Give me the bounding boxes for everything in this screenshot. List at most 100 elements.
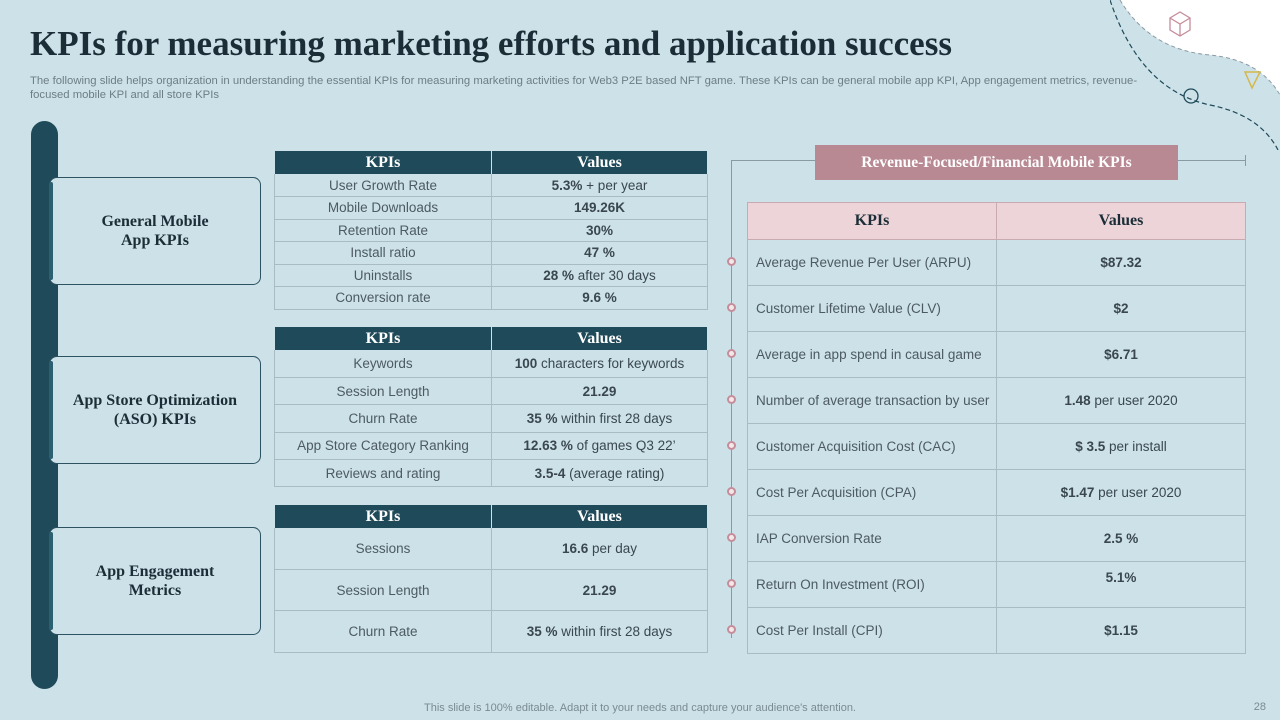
kpis-header: KPIs xyxy=(274,505,492,528)
value-note: + per year xyxy=(582,177,648,193)
value-number: 1.48 xyxy=(1064,393,1091,408)
kpis-header: KPIs xyxy=(747,202,997,240)
kpi-value: $2 xyxy=(996,285,1246,332)
kpi-value: 16.6 per day xyxy=(491,528,708,570)
kpi-name: Cost Per Acquisition (CPA) xyxy=(747,469,997,516)
kpis-header: KPIs xyxy=(274,151,492,174)
table-row: Install ratio 47 % xyxy=(274,241,708,265)
aso-rows: Keywords 100 characters for keywords Sessi… xyxy=(274,350,708,488)
value-note: per user 2020 xyxy=(1090,393,1178,408)
value-number: $6.71 xyxy=(1104,347,1138,362)
kpi-name: Cost Per Install (CPI) xyxy=(747,607,997,654)
value-note: within first 28 days xyxy=(557,410,673,426)
kpi-name: Conversion rate xyxy=(274,286,492,310)
kpi-name: Customer Lifetime Value (CLV) xyxy=(747,285,997,332)
aso-kpi-table: KPIs Values Keywords 100 characters for k… xyxy=(274,327,708,488)
kpi-value: $1.47 per user 2020 xyxy=(996,469,1246,516)
table-row: Session Length 21.29 xyxy=(274,377,708,406)
kpi-value: 5.1% xyxy=(996,561,1246,608)
value-note: within first 28 days xyxy=(557,623,673,639)
value-number: $1.47 xyxy=(1060,485,1095,500)
values-header: Values xyxy=(491,327,708,350)
value-number: 5.3% xyxy=(551,177,583,193)
table-row: Retention Rate 30% xyxy=(274,219,708,242)
table-row: Customer Acquisition Cost (CAC) $ 3.5 per… xyxy=(747,423,1246,470)
value-number: 9.6 % xyxy=(582,290,617,306)
slide-subtitle: The following slide helps organization i… xyxy=(30,75,1138,101)
table-row: Number of average transaction by user 1.4… xyxy=(747,377,1246,424)
kpi-name: Retention Rate xyxy=(274,219,492,242)
connector-dot xyxy=(727,579,736,588)
table-row: Churn Rate 35 % within first 28 days xyxy=(274,404,708,433)
engagement-rows: Sessions 16.6 per day Session Length 21.29 C… xyxy=(274,528,708,653)
kpi-value: 47 % xyxy=(491,241,708,265)
kpi-name: Return On Investment (ROI) xyxy=(747,561,997,608)
circle-icon xyxy=(1183,88,1199,104)
table-row: Conversion rate 9.6 % xyxy=(274,286,708,310)
kpi-value: $6.71 xyxy=(996,331,1246,378)
general-rows: User Growth Rate 5.3% + per year Mobile Do… xyxy=(274,174,708,310)
value-number: 35 % xyxy=(526,410,558,426)
value-number: 28 % xyxy=(543,267,574,283)
kpi-value: $1.15 xyxy=(996,607,1246,654)
general-kpi-table: KPIs Values User Growth Rate 5.3% + per y… xyxy=(274,151,708,310)
kpi-value: 35 % within first 28 days xyxy=(491,404,708,433)
connector-dot xyxy=(727,441,736,450)
table-row: Mobile Downloads 149.26K xyxy=(274,196,708,220)
kpi-name: Average Revenue Per User (ARPU) xyxy=(747,239,997,286)
connector-dot xyxy=(727,533,736,542)
value-note: after 30 days xyxy=(573,267,656,283)
table-row: Return On Investment (ROI) 5.1% xyxy=(747,561,1246,608)
kpi-value: 21.29 xyxy=(491,377,708,406)
category-label: General Mobile App KPIs xyxy=(101,213,209,249)
value-number: 35 % xyxy=(526,623,558,639)
kpi-name: Session Length xyxy=(274,569,492,612)
triangle-icon xyxy=(1243,71,1262,90)
value-number: 21.29 xyxy=(582,582,617,598)
kpi-value: 9.6 % xyxy=(491,286,708,310)
kpi-name: Sessions xyxy=(274,528,492,570)
cube-icon xyxy=(1169,11,1191,37)
category-engagement: App Engagement Metrics xyxy=(49,527,261,635)
kpi-name: Customer Acquisition Cost (CAC) xyxy=(747,423,997,470)
revenue-rows: Average Revenue Per User (ARPU) $87.32 Cus… xyxy=(747,239,1246,654)
value-number: 3.5-4 xyxy=(534,465,566,481)
table-row: User Growth Rate 5.3% + per year xyxy=(274,174,708,197)
engagement-kpi-table: KPIs Values Sessions 16.6 per day Session … xyxy=(274,505,708,653)
value-number: 30% xyxy=(585,222,614,238)
kpi-name: Mobile Downloads xyxy=(274,196,492,220)
kpi-value: 21.29 xyxy=(491,569,708,612)
page-number: 28 xyxy=(1253,701,1266,713)
connector-dot xyxy=(727,395,736,404)
values-header: Values xyxy=(491,151,708,174)
table-row: Keywords 100 characters for keywords xyxy=(274,350,708,378)
category-general-mobile: General Mobile App KPIs xyxy=(49,177,261,285)
connector-dot xyxy=(727,487,736,496)
connector-dot xyxy=(727,349,736,358)
table-row: Customer Lifetime Value (CLV) $2 xyxy=(747,285,1246,332)
value-note: per install xyxy=(1105,439,1167,454)
kpi-value: 149.26K xyxy=(491,196,708,220)
connector-dot xyxy=(727,257,736,266)
value-note: characters for keywords xyxy=(537,355,685,371)
connector-dot xyxy=(727,625,736,634)
kpi-value: 28 % after 30 days xyxy=(491,264,708,287)
kpis-header: KPIs xyxy=(274,327,492,350)
kpi-name: Average in app spend in causal game xyxy=(747,331,997,378)
value-number: $87.32 xyxy=(1100,255,1142,270)
value-number: 12.63 % xyxy=(523,438,573,454)
table-row: App Store Category Ranking 12.63 % of gam… xyxy=(274,432,708,461)
kpi-value: 12.63 % of games Q3 22’ xyxy=(491,432,708,461)
table-row: Average Revenue Per User (ARPU) $87.32 xyxy=(747,239,1246,286)
value-note: of games Q3 22’ xyxy=(572,438,676,454)
value-number: 47 % xyxy=(584,245,615,261)
kpi-name: Session Length xyxy=(274,377,492,406)
kpi-value: $ 3.5 per install xyxy=(996,423,1246,470)
table-row: Cost Per Acquisition (CPA) $1.47 per user… xyxy=(747,469,1246,516)
kpi-value: 5.3% + per year xyxy=(491,174,708,197)
table-row: Cost Per Install (CPI) $1.15 xyxy=(747,607,1246,654)
value-number: 100 xyxy=(514,355,538,371)
value-number: 5.1% xyxy=(1105,570,1137,585)
value-number: $2 xyxy=(1113,301,1129,316)
kpi-value: $87.32 xyxy=(996,239,1246,286)
